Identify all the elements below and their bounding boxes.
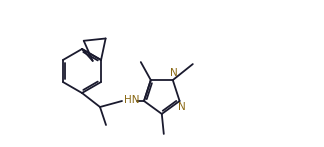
Text: HN: HN xyxy=(124,95,140,105)
Text: N: N xyxy=(178,102,185,112)
Text: N: N xyxy=(170,68,178,78)
